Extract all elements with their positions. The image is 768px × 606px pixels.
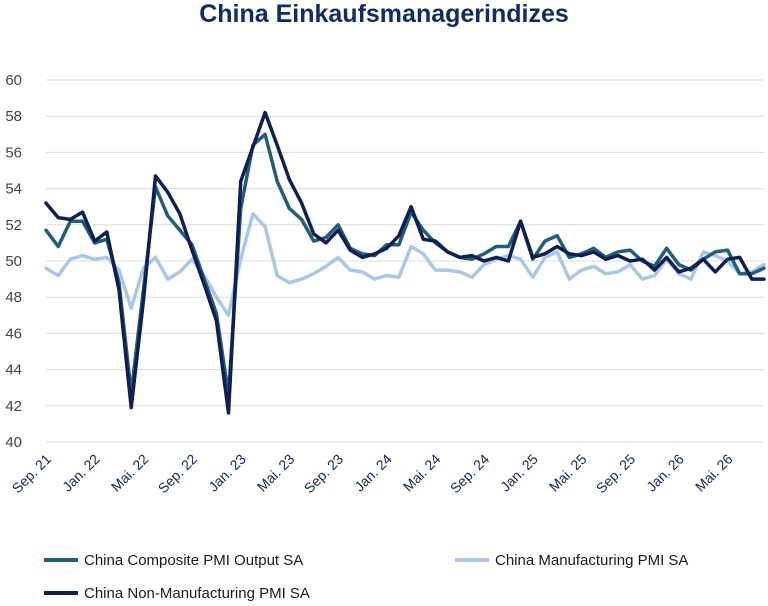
y-tick-label: 54 [5, 181, 22, 198]
x-tick-label: Jan. 26 [643, 451, 687, 495]
x-tick-label: Jan. 24 [351, 451, 395, 495]
y-tick-label: 52 [5, 217, 22, 234]
legend-label-manufacturing: China Manufacturing PMI SA [495, 552, 688, 569]
series-line-manufacturing [44, 212, 766, 318]
x-tick-label: Jan. 22 [59, 451, 103, 495]
x-tick-label: Mai. 26 [692, 451, 736, 495]
legend-label-non-manufacturing: China Non-Manufacturing PMI SA [84, 585, 310, 602]
y-tick-label: 56 [5, 144, 22, 161]
x-tick-label: Sep. 23 [301, 451, 347, 497]
x-tick-label: Sep. 25 [593, 451, 639, 497]
y-tick-label: 40 [5, 434, 22, 451]
x-tick-label: Jan. 25 [497, 451, 541, 495]
y-tick-label: 42 [5, 398, 22, 415]
y-tick-label: 48 [5, 289, 22, 306]
y-tick-label: 44 [5, 362, 22, 379]
legend-item-non-manufacturing: China Non-Manufacturing PMI SA [44, 585, 310, 602]
x-tick-label: Sep. 24 [447, 451, 493, 497]
legend: China Composite PMI Output SA China Manu… [44, 552, 688, 602]
x-tick-label: Mai. 23 [254, 451, 298, 495]
x-tick-label: Mai. 22 [108, 451, 152, 495]
chart-title: China Einkaufsmanagerindizes [199, 0, 569, 28]
series-line-non-manufacturing [44, 110, 766, 415]
legend-item-composite: China Composite PMI Output SA [44, 552, 303, 569]
x-tick-label: Sep. 22 [155, 451, 201, 497]
x-tick-label: Sep. 21 [9, 451, 55, 497]
y-tick-label: 60 [5, 72, 22, 89]
y-axis: 40 42 44 46 48 50 52 54 56 58 60 [5, 72, 22, 451]
legend-label-composite: China Composite PMI Output SA [84, 552, 303, 569]
x-axis: Sep. 21 Jan. 22 Mai. 22 Sep. 22 Jan. 23 Mai. … [9, 451, 736, 497]
x-tick-label: Jan. 23 [205, 451, 249, 495]
y-tick-label: 50 [5, 253, 22, 270]
x-tick-label: Mai. 24 [400, 451, 444, 495]
legend-item-manufacturing: China Manufacturing PMI SA [455, 552, 688, 569]
y-tick-label: 58 [5, 108, 22, 125]
y-tick-label: 46 [5, 325, 22, 342]
series-lines [44, 110, 766, 415]
x-tick-label: Mai. 25 [546, 451, 590, 495]
